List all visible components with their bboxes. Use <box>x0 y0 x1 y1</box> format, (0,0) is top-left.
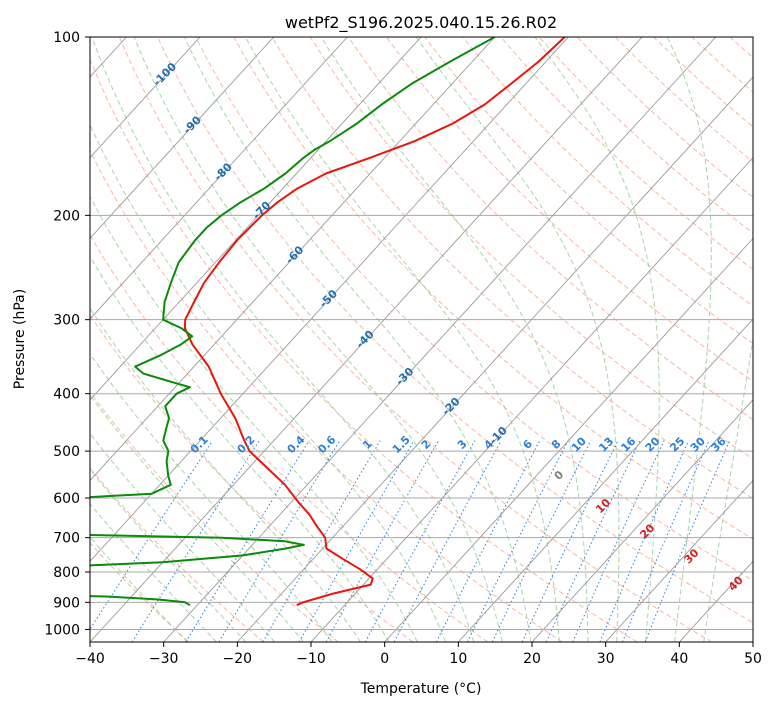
x-tick-label: 40 <box>670 651 688 667</box>
y-tick-label: 600 <box>53 491 80 507</box>
isotherm-line <box>90 37 569 562</box>
y-axis-ticks: 100 200 300 400 500 600 700 800 900 1000 <box>44 30 90 638</box>
moist-adiabat-line <box>90 536 188 642</box>
x-tick-label: −10 <box>296 651 326 667</box>
isotherm-line <box>384 237 753 642</box>
dewpoint-profile-line <box>90 595 191 607</box>
mixing-ratio-line <box>218 440 341 642</box>
moist-adiabat-line <box>666 37 712 642</box>
x-tick-label: −30 <box>149 651 179 667</box>
isotherm-line <box>90 37 422 401</box>
mixing-ratio-line <box>572 440 665 642</box>
y-tick-label: 800 <box>53 565 80 581</box>
x-tick-label: 0 <box>380 651 389 667</box>
moist-adiabat-line <box>183 37 532 642</box>
y-tick-label: 900 <box>53 595 80 611</box>
moist-adiabat-line <box>90 468 247 642</box>
isotherm-line <box>90 37 348 320</box>
moist-adiabat-line <box>90 503 217 642</box>
mixing-ratio-line <box>467 440 569 642</box>
x-axis-label: Temperature (°C) <box>360 681 482 697</box>
y-tick-label: 1000 <box>44 622 80 638</box>
dry-adiabat-line <box>157 37 753 624</box>
x-tick-label: −40 <box>75 651 105 667</box>
isotherm-line <box>458 318 753 642</box>
moist-adiabat-line <box>90 307 362 642</box>
dewpoint-profile-line <box>90 37 496 567</box>
isotherm-line <box>605 479 753 642</box>
mixing-ratio-line <box>364 440 476 642</box>
y-tick-label: 200 <box>53 208 80 224</box>
x-tick-label: 50 <box>744 651 762 667</box>
series-layer <box>90 37 566 607</box>
dry-adiabat-line <box>424 37 753 344</box>
mixing-ratio-line <box>90 440 214 631</box>
moist-adiabat-line <box>90 353 333 642</box>
isotherm-line <box>90 37 201 159</box>
mixing-ratio-line <box>621 440 710 642</box>
temperature-profile-line <box>183 37 566 607</box>
x-tick-label: 20 <box>523 651 541 667</box>
x-tick-label: 30 <box>597 651 615 667</box>
y-tick-label: 100 <box>53 30 80 46</box>
y-tick-label: 700 <box>53 531 80 547</box>
mixing-ratio-line <box>545 440 641 642</box>
moist-adiabat-line <box>90 432 276 642</box>
dry-adiabat-line <box>90 313 414 642</box>
dry-adiabat-line <box>271 37 753 500</box>
moist-adiabat-line <box>534 37 660 642</box>
moist-adiabat-line <box>703 336 753 642</box>
y-tick-label: 300 <box>53 313 80 329</box>
x-tick-label: 10 <box>449 651 467 667</box>
isotherm-line <box>531 399 753 642</box>
mixing-ratio-line <box>491 440 592 642</box>
moist-adiabat-line <box>90 195 418 642</box>
moist-adiabat-line <box>320 37 589 642</box>
isotherm-line <box>163 37 717 642</box>
moist-adiabat-line <box>133 37 503 642</box>
y-tick-label: 500 <box>53 444 80 460</box>
dry-adiabat-line <box>386 37 753 382</box>
dry-adiabat-line <box>118 37 712 642</box>
moist-adiabat-line <box>415 37 620 642</box>
dry-adiabat-line <box>90 149 563 642</box>
plot-frame <box>89 36 754 643</box>
dry-adiabat-line <box>195 37 753 582</box>
dry-adiabat-line <box>90 58 638 642</box>
y-tick-label: 400 <box>53 387 80 403</box>
mixing-ratio-line <box>262 440 381 642</box>
isotherm-line <box>310 156 753 642</box>
isotherm-line <box>90 37 275 240</box>
y-axis-label: Pressure (hPa) <box>12 289 28 389</box>
mixing-ratio-line <box>325 440 440 642</box>
isotherm-line <box>237 76 753 642</box>
isotherm-line <box>90 37 496 482</box>
moist-adiabat-line <box>90 255 390 642</box>
background-lines <box>90 37 753 642</box>
mixing-ratio-line <box>599 440 690 642</box>
x-axis-ticks: −40 −30 −20 −10 0 10 20 30 40 50 <box>75 642 762 667</box>
moist-adiabat-line <box>90 123 447 642</box>
x-tick-label: −20 <box>223 651 253 667</box>
dry-adiabat-line <box>309 37 753 460</box>
moist-adiabat-line <box>91 37 475 642</box>
chart-title: wetPf2_S196.2025.040.15.26.R02 <box>285 13 557 33</box>
mixing-ratio-line <box>185 440 310 642</box>
isotherm-line <box>90 37 643 642</box>
